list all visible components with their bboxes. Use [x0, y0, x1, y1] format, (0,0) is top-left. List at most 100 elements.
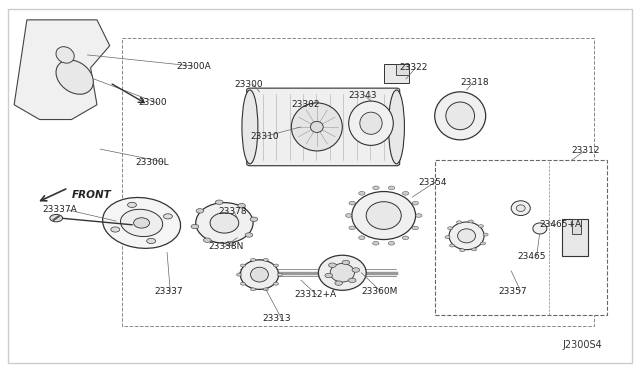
Ellipse shape [533, 223, 547, 234]
Ellipse shape [349, 101, 394, 145]
Circle shape [403, 236, 409, 240]
Text: 23337: 23337 [154, 287, 183, 296]
Ellipse shape [352, 192, 415, 240]
Circle shape [251, 288, 256, 291]
Ellipse shape [291, 103, 342, 151]
Text: 23337A: 23337A [43, 205, 77, 215]
Circle shape [456, 221, 461, 224]
Circle shape [191, 224, 199, 229]
Circle shape [460, 249, 465, 252]
FancyBboxPatch shape [8, 9, 632, 363]
Circle shape [277, 273, 282, 276]
Circle shape [388, 241, 395, 245]
Circle shape [204, 238, 211, 243]
Ellipse shape [56, 60, 93, 94]
Text: 23357: 23357 [499, 287, 527, 296]
Ellipse shape [242, 90, 258, 164]
Ellipse shape [102, 198, 180, 248]
Circle shape [241, 282, 246, 285]
Text: 23312+A: 23312+A [294, 291, 337, 299]
Ellipse shape [360, 112, 382, 134]
Text: 23465: 23465 [518, 251, 546, 261]
Ellipse shape [56, 47, 74, 63]
Ellipse shape [446, 102, 474, 130]
Circle shape [273, 282, 278, 285]
Circle shape [147, 238, 156, 244]
Ellipse shape [319, 255, 366, 290]
Bar [572, 219, 581, 234]
Circle shape [127, 202, 136, 208]
Polygon shape [14, 20, 109, 119]
Circle shape [250, 217, 258, 221]
Ellipse shape [120, 209, 163, 237]
Text: 23300A: 23300A [177, 61, 211, 71]
Circle shape [263, 259, 268, 262]
Circle shape [328, 263, 336, 267]
Bar [562, 219, 588, 256]
Circle shape [447, 227, 452, 230]
Circle shape [403, 192, 409, 195]
Circle shape [241, 264, 246, 267]
Text: J2300S4: J2300S4 [562, 340, 602, 350]
Ellipse shape [511, 201, 531, 215]
Text: 23300: 23300 [234, 80, 262, 89]
FancyBboxPatch shape [435, 160, 607, 315]
Circle shape [163, 214, 172, 219]
Circle shape [335, 281, 342, 285]
Circle shape [342, 260, 349, 264]
Text: 23354: 23354 [419, 178, 447, 187]
Text: 23338N: 23338N [209, 243, 244, 251]
Ellipse shape [196, 203, 253, 243]
Ellipse shape [388, 90, 404, 164]
FancyBboxPatch shape [246, 88, 399, 166]
Text: 23318: 23318 [460, 78, 489, 87]
Circle shape [388, 186, 395, 190]
Circle shape [483, 233, 488, 236]
Circle shape [449, 244, 454, 247]
Text: 23312: 23312 [572, 147, 600, 155]
Circle shape [237, 273, 242, 276]
Text: 23310: 23310 [250, 132, 278, 141]
Circle shape [352, 268, 360, 272]
Circle shape [412, 201, 419, 205]
Ellipse shape [241, 260, 278, 289]
Circle shape [346, 214, 352, 217]
Circle shape [415, 214, 422, 217]
Circle shape [349, 226, 355, 230]
Ellipse shape [449, 222, 484, 250]
Bar [396, 64, 409, 75]
Circle shape [111, 227, 120, 232]
Text: 23378: 23378 [218, 207, 246, 217]
Circle shape [468, 220, 474, 223]
Ellipse shape [210, 213, 239, 233]
Ellipse shape [134, 218, 150, 228]
Ellipse shape [310, 121, 323, 132]
Circle shape [472, 248, 477, 251]
Text: FRONT: FRONT [72, 190, 111, 200]
Text: 23343: 23343 [349, 91, 377, 100]
Circle shape [325, 273, 333, 278]
Circle shape [226, 241, 234, 246]
Circle shape [445, 235, 450, 238]
Circle shape [273, 264, 278, 267]
Bar [384, 64, 409, 83]
Circle shape [372, 241, 379, 245]
Text: 23300: 23300 [138, 99, 167, 108]
Circle shape [412, 226, 419, 230]
Ellipse shape [366, 202, 401, 230]
Text: 23322: 23322 [399, 63, 428, 72]
Text: 23313: 23313 [262, 314, 291, 323]
Circle shape [245, 233, 253, 237]
Circle shape [348, 278, 356, 283]
Ellipse shape [435, 92, 486, 140]
Circle shape [196, 209, 204, 213]
Circle shape [263, 288, 268, 291]
Text: 23302: 23302 [291, 100, 320, 109]
Circle shape [50, 214, 63, 222]
Circle shape [238, 203, 245, 208]
Circle shape [349, 201, 355, 205]
Ellipse shape [330, 263, 355, 282]
Circle shape [479, 225, 484, 228]
Circle shape [481, 242, 486, 245]
Circle shape [216, 200, 223, 204]
